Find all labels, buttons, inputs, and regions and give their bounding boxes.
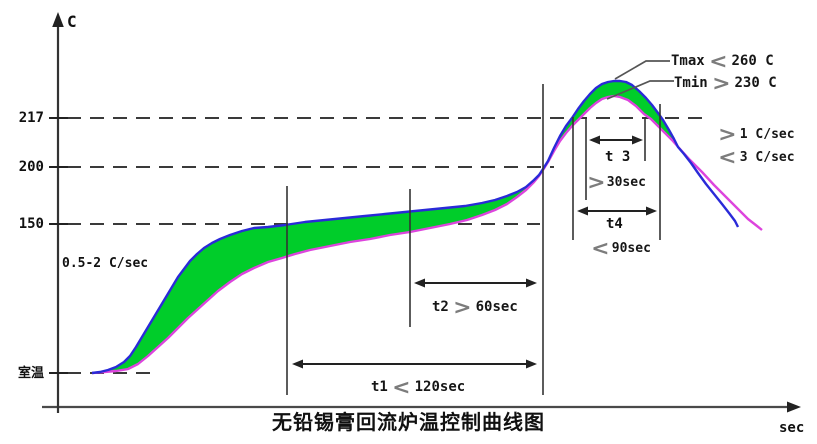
t4-constraint: < 90sec bbox=[591, 236, 651, 260]
x-axis-arrow-icon bbox=[787, 401, 801, 413]
t3-span-arrow bbox=[589, 135, 643, 145]
t1-annotation: t1 < 120sec bbox=[371, 377, 465, 397]
tmax-value: 260 C bbox=[731, 53, 774, 69]
t4-span-arrow bbox=[577, 206, 657, 216]
less-than-icon: < bbox=[708, 49, 728, 73]
t3-constraint: > 30sec bbox=[587, 170, 646, 194]
t1-name: t1 bbox=[371, 379, 388, 395]
less-than-icon: < bbox=[392, 375, 411, 399]
less-than-icon: < bbox=[718, 145, 737, 169]
cooling-rate-min-value: 1 C/sec bbox=[739, 126, 795, 142]
cooling-rate-min: > 1 C/sec bbox=[718, 122, 795, 146]
t4-value: 90sec bbox=[611, 240, 651, 256]
tmax-name: Tmax bbox=[671, 53, 705, 69]
tmax-leader-line bbox=[614, 60, 670, 80]
tmin-leader-line bbox=[606, 80, 674, 100]
cooling-rate-max-value: 3 C/sec bbox=[739, 149, 795, 165]
greater-than-icon: > bbox=[453, 295, 472, 319]
x-axis-unit-label: sec bbox=[779, 420, 805, 436]
tolerance-band-fill bbox=[92, 81, 678, 373]
t3-value: 30sec bbox=[606, 174, 646, 190]
t2-value: 60sec bbox=[475, 299, 518, 315]
y-tick-label-200: 200 bbox=[18, 159, 44, 175]
greater-than-icon: > bbox=[711, 71, 731, 95]
y-tick-label-room-temp: 室温 bbox=[17, 365, 44, 380]
t2-name: t2 bbox=[432, 299, 449, 315]
tmin-name: Tmin bbox=[674, 75, 708, 91]
cooling-rate-max: < 3 C/sec bbox=[718, 145, 795, 169]
upper-limit-curve bbox=[91, 79, 740, 375]
tmax-annotation: Tmax < 260 C bbox=[671, 51, 774, 71]
t2-annotation: t2 > 60sec bbox=[432, 297, 518, 317]
y-axis-unit-label: C bbox=[67, 12, 77, 31]
y-axis-arrow-icon bbox=[52, 12, 64, 27]
tmin-annotation: Tmin > 230 C bbox=[674, 73, 777, 93]
greater-than-icon: > bbox=[587, 170, 606, 194]
y-tick-label-217: 217 bbox=[18, 110, 44, 126]
ramp-up-rate-label: 0.5-2 C/sec bbox=[62, 256, 149, 271]
t2-span-arrow bbox=[414, 278, 537, 288]
less-than-icon: < bbox=[591, 236, 610, 260]
t1-span-arrow bbox=[292, 359, 537, 369]
t3-name: t 3 bbox=[605, 149, 631, 165]
t4-name: t4 bbox=[606, 216, 623, 232]
lower-limit-curve bbox=[91, 94, 763, 375]
t1-value: 120sec bbox=[414, 379, 466, 395]
chart-title: 无铅锡膏回流炉温控制曲线图 bbox=[272, 412, 545, 434]
tmin-value: 230 C bbox=[734, 75, 777, 91]
y-tick-label-150: 150 bbox=[18, 216, 44, 232]
greater-than-icon: > bbox=[718, 122, 737, 146]
